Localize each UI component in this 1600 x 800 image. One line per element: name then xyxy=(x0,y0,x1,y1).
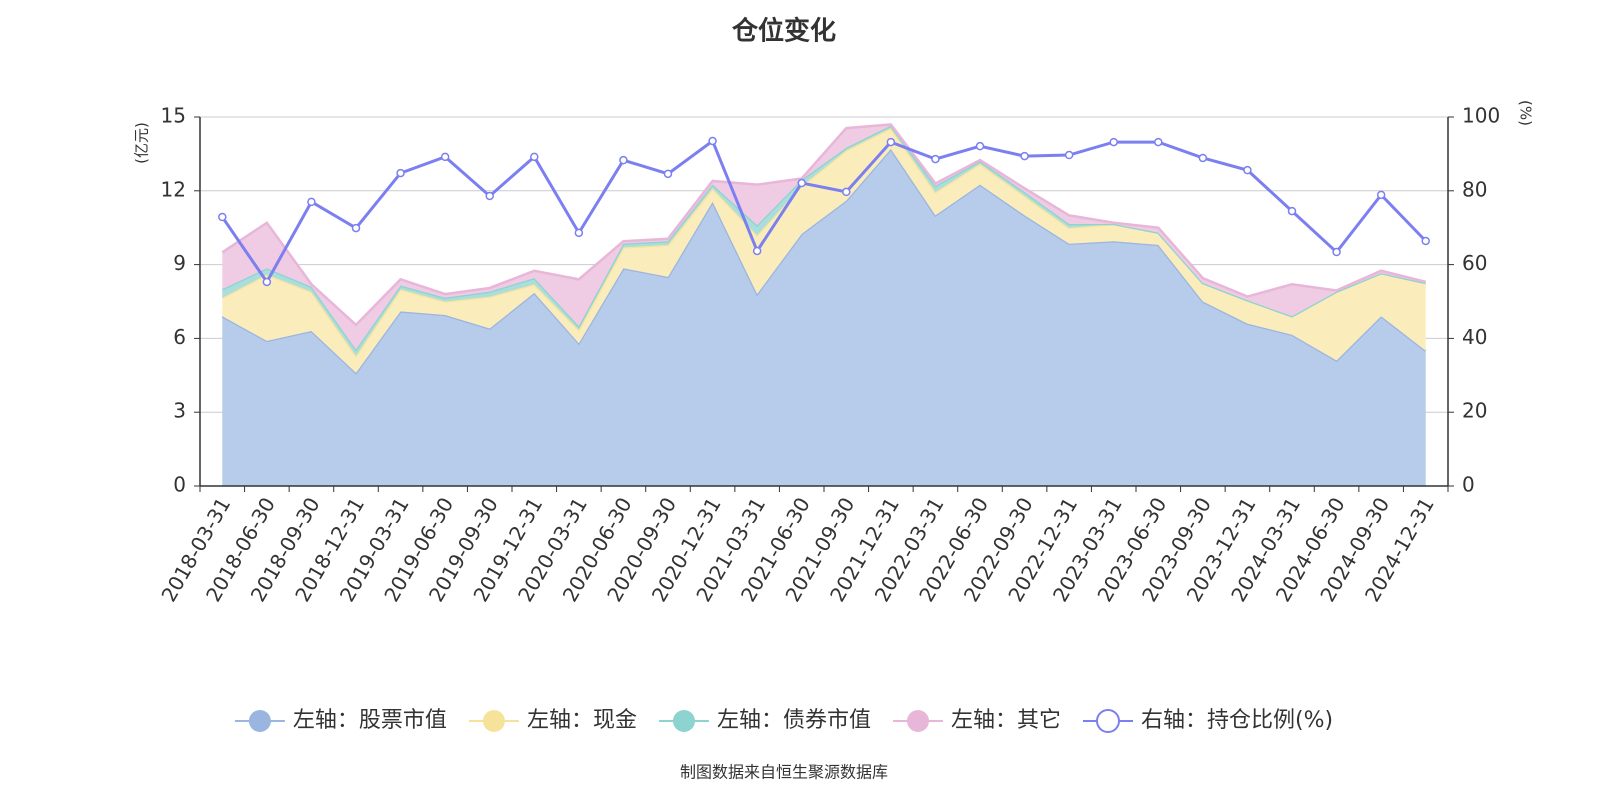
area-line xyxy=(221,123,1427,327)
y-tick-label: 3 xyxy=(173,399,186,423)
legend-marker xyxy=(482,710,505,732)
legend-label: 左轴：债券市值 xyxy=(717,708,871,733)
y2-tick-label: 80 xyxy=(1462,177,1487,201)
legend-label: 左轴：其它 xyxy=(951,708,1061,733)
area xyxy=(222,128,1426,373)
y-tick-label: 15 xyxy=(161,104,186,128)
y-tick-label: 12 xyxy=(161,177,186,201)
y2-tick-label: 100 xyxy=(1462,104,1500,128)
point xyxy=(886,137,896,147)
legend-marker xyxy=(672,710,695,732)
y-axis-label: (亿元) xyxy=(133,122,151,164)
point xyxy=(1064,150,1074,160)
point xyxy=(574,228,584,238)
point xyxy=(842,187,851,197)
point xyxy=(485,191,494,201)
point xyxy=(440,152,450,162)
y-tick-label: 6 xyxy=(173,325,186,349)
point xyxy=(218,212,227,222)
y-tick-label: 9 xyxy=(173,251,186,275)
area xyxy=(222,148,1426,487)
legend: 左轴：股票市值 左轴：现金 左轴：债券市值 左轴：其它 右轴：持仓比例(%) xyxy=(234,708,1333,733)
legend-item: 左轴：股票市值 xyxy=(234,708,447,733)
point xyxy=(530,152,539,162)
legend-item: 左轴：现金 xyxy=(468,708,637,733)
chart-title: 仓位变化 xyxy=(731,16,836,47)
point xyxy=(1287,206,1297,216)
point xyxy=(1109,137,1118,147)
y2-axis-label: (%) xyxy=(1517,100,1535,126)
legend-label: 左轴：股票市值 xyxy=(293,708,447,733)
y2-tick-label: 40 xyxy=(1462,325,1487,349)
y-tick-label: 0 xyxy=(173,473,186,497)
legend-marker xyxy=(1095,709,1120,733)
area xyxy=(222,124,1426,350)
y2-tick-label: 20 xyxy=(1462,399,1487,423)
line xyxy=(221,138,1427,285)
legend-label: 右轴：持仓比例(%) xyxy=(1141,708,1333,733)
point xyxy=(1332,247,1341,257)
point xyxy=(708,136,717,146)
point xyxy=(1154,137,1163,147)
point xyxy=(262,277,272,287)
legend-item: 左轴：其它 xyxy=(892,708,1061,733)
point xyxy=(1421,236,1430,246)
legend-item: 左轴：债券市值 xyxy=(658,708,871,733)
point xyxy=(931,154,940,164)
point xyxy=(1198,153,1208,163)
point xyxy=(307,197,316,207)
point xyxy=(1376,190,1386,200)
legend-label: 左轴：现金 xyxy=(527,708,637,733)
point xyxy=(396,168,405,178)
y2-tick-label: 60 xyxy=(1462,251,1487,275)
point xyxy=(351,223,361,233)
legend-marker xyxy=(248,710,271,732)
point xyxy=(1020,151,1029,161)
point xyxy=(1243,165,1252,175)
legend-marker xyxy=(906,710,929,732)
point xyxy=(975,141,985,151)
point xyxy=(663,169,673,179)
point xyxy=(619,155,628,165)
legend-item: 右轴：持仓比例(%) xyxy=(1082,708,1333,733)
y2-tick-label: 0 xyxy=(1462,473,1475,497)
point xyxy=(752,246,762,256)
point xyxy=(797,178,806,188)
source-note: 制图数据来自恒生聚源数据库 xyxy=(680,763,888,782)
